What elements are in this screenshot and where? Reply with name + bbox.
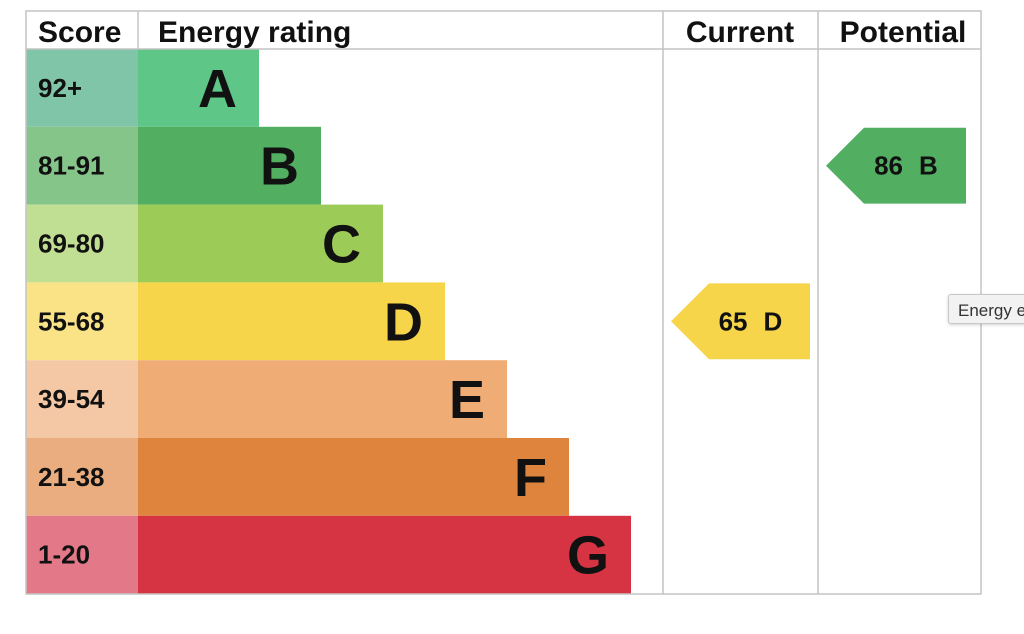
score-cell-d xyxy=(26,282,138,361)
header-score: Score xyxy=(38,16,121,49)
band-bar-e xyxy=(138,360,507,438)
score-cell-e xyxy=(26,360,138,438)
tooltip: Energy e xyxy=(948,294,1024,324)
score-label-e: 39-54 xyxy=(38,384,105,414)
band-bar-a xyxy=(138,49,259,127)
score-label-d: 55-68 xyxy=(38,306,105,336)
band-letter-f: F xyxy=(514,448,547,508)
band-bar-f xyxy=(138,438,569,516)
rating-arrows: 65 D 86 B xyxy=(671,127,966,360)
score-cell-b xyxy=(26,126,138,205)
band-letter-c: C xyxy=(322,215,361,275)
potential-rating-arrow xyxy=(826,127,966,204)
header-potential: Potential xyxy=(840,16,967,49)
score-cell-c xyxy=(26,204,138,283)
band-letter-b: B xyxy=(260,137,299,197)
band-letter-g: G xyxy=(567,526,609,586)
score-label-g: 1-20 xyxy=(38,540,90,570)
current-rating-letter: D xyxy=(764,306,783,336)
score-label-f: 21-38 xyxy=(38,462,105,492)
score-label-c: 69-80 xyxy=(38,229,105,259)
score-label-b: 81-91 xyxy=(38,151,105,181)
header-current: Current xyxy=(686,16,794,49)
header-energy-rating: Energy rating xyxy=(158,16,351,49)
potential-rating-letter: B xyxy=(919,151,938,181)
band-bar-d xyxy=(138,282,445,361)
current-rating-arrow xyxy=(671,283,810,360)
score-cell-g xyxy=(26,515,138,594)
band-bar-g xyxy=(138,515,631,594)
potential-rating-value: 86 xyxy=(874,151,903,181)
score-cell-a xyxy=(26,49,138,127)
band-letter-a: A xyxy=(198,59,237,119)
band-bar-b xyxy=(138,126,321,205)
band-letter-d: D xyxy=(384,292,423,352)
band-letter-e: E xyxy=(449,370,485,430)
band-bar-c xyxy=(138,204,383,283)
rating-bands: 92+ A 81-91 B 69-80 C 55-68 D 39-54 E 21-38 F 1-20 G xyxy=(26,49,631,594)
score-label-a: 92+ xyxy=(38,73,82,103)
current-rating-value: 65 xyxy=(719,306,748,336)
score-cell-f xyxy=(26,438,138,516)
